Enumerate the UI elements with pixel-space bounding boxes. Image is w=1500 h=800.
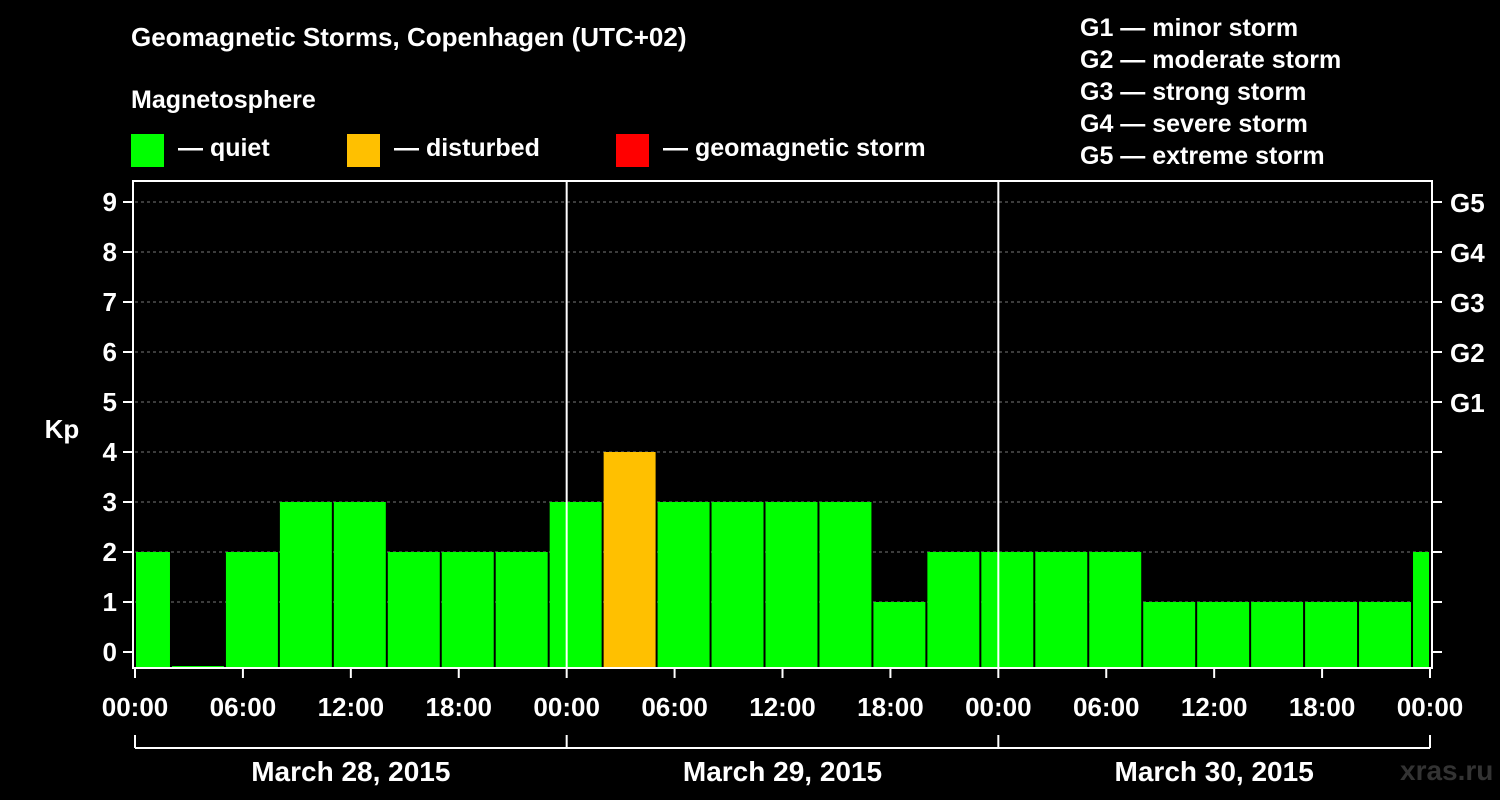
x-tick-label: 18:00 [1289, 692, 1356, 722]
kp-bar [1305, 602, 1358, 668]
x-tick-label: 00:00 [533, 692, 600, 722]
legend-quiet-swatch [131, 134, 164, 167]
watermark: xras.ru [1400, 755, 1494, 786]
kp-bar [1413, 552, 1429, 668]
kp-bar [1197, 602, 1250, 668]
x-tick-label: 00:00 [102, 692, 169, 722]
kp-bar [225, 552, 278, 668]
legend-quiet: — quiet [131, 132, 321, 167]
g-scale-item: G3 — strong storm [1080, 78, 1307, 106]
x-tick-label: 00:00 [1397, 692, 1464, 722]
x-tick-label: 12:00 [318, 692, 385, 722]
legend-storm-label: — geomagnetic storm [663, 134, 926, 162]
kp-bar [136, 552, 170, 668]
x-tick-label: 06:00 [1073, 692, 1140, 722]
y-tick-label: 2 [103, 537, 117, 567]
legend-disturbed: — disturbed [347, 132, 577, 167]
kp-bar [333, 502, 386, 668]
g-level-label: G1 [1450, 388, 1485, 418]
magnetosphere-label: Magnetosphere [131, 86, 316, 114]
x-tick-label: 12:00 [1181, 692, 1248, 722]
x-tick-label: 06:00 [641, 692, 708, 722]
day-label: March 28, 2015 [251, 756, 450, 787]
kp-bar [927, 552, 980, 668]
kp-bar [1359, 602, 1412, 668]
kp-bar [495, 552, 548, 668]
g-scale-item: G4 — severe storm [1080, 110, 1308, 138]
y-tick-label: 3 [103, 487, 117, 517]
chart-title: Geomagnetic Storms, Copenhagen (UTC+02) [131, 22, 687, 52]
x-tick-label: 12:00 [749, 692, 816, 722]
y-tick-label: 4 [103, 437, 118, 467]
kp-bar [873, 602, 926, 668]
x-tick-label: 18:00 [857, 692, 924, 722]
kp-bar [279, 502, 332, 668]
g-level-label: G3 [1450, 288, 1485, 318]
y-tick-label: 1 [103, 587, 117, 617]
kp-bar [549, 502, 602, 668]
y-tick-label: 7 [103, 287, 117, 317]
x-tick-label: 06:00 [210, 692, 277, 722]
kp-bar [603, 452, 656, 668]
x-tick-label: 00:00 [965, 692, 1032, 722]
kp-bar [1251, 602, 1304, 668]
y-tick-label: 9 [103, 187, 117, 217]
y-axis-label: Kp [45, 414, 80, 444]
kp-bar [441, 552, 494, 668]
g-level-label: G5 [1450, 188, 1485, 218]
legend-storm-swatch [616, 134, 649, 167]
kp-bar [819, 502, 872, 668]
g-scale-item: G2 — moderate storm [1080, 46, 1342, 74]
y-tick-label: 6 [103, 337, 117, 367]
g-level-label: G2 [1450, 338, 1485, 368]
g-scale-legend: G1 — minor storm G2 — moderate storm G3 … [1080, 12, 1341, 172]
g-scale-item: G1 — minor storm [1080, 14, 1299, 42]
y-tick-label: 0 [103, 637, 117, 667]
legend-storm: — geomagnetic storm [616, 132, 956, 167]
x-tick-label: 18:00 [426, 692, 493, 722]
legend-disturbed-label: — disturbed [394, 134, 540, 162]
day-label: March 29, 2015 [683, 756, 882, 787]
legend-disturbed-swatch [347, 134, 380, 167]
kp-bar [711, 502, 764, 668]
kp-bar [1035, 552, 1088, 668]
kp-bar [981, 552, 1034, 668]
kp-bar [1143, 602, 1196, 668]
legend-quiet-label: — quiet [178, 134, 270, 162]
y-tick-label: 5 [103, 387, 117, 417]
day-label: March 30, 2015 [1115, 756, 1314, 787]
kp-bar [657, 502, 710, 668]
g-level-label: G4 [1450, 238, 1485, 268]
kp-bar [765, 502, 818, 668]
kp-bar [387, 552, 440, 668]
g-scale-item: G5 — extreme storm [1080, 142, 1325, 170]
kp-bar [1089, 552, 1142, 668]
y-tick-label: 8 [103, 237, 117, 267]
